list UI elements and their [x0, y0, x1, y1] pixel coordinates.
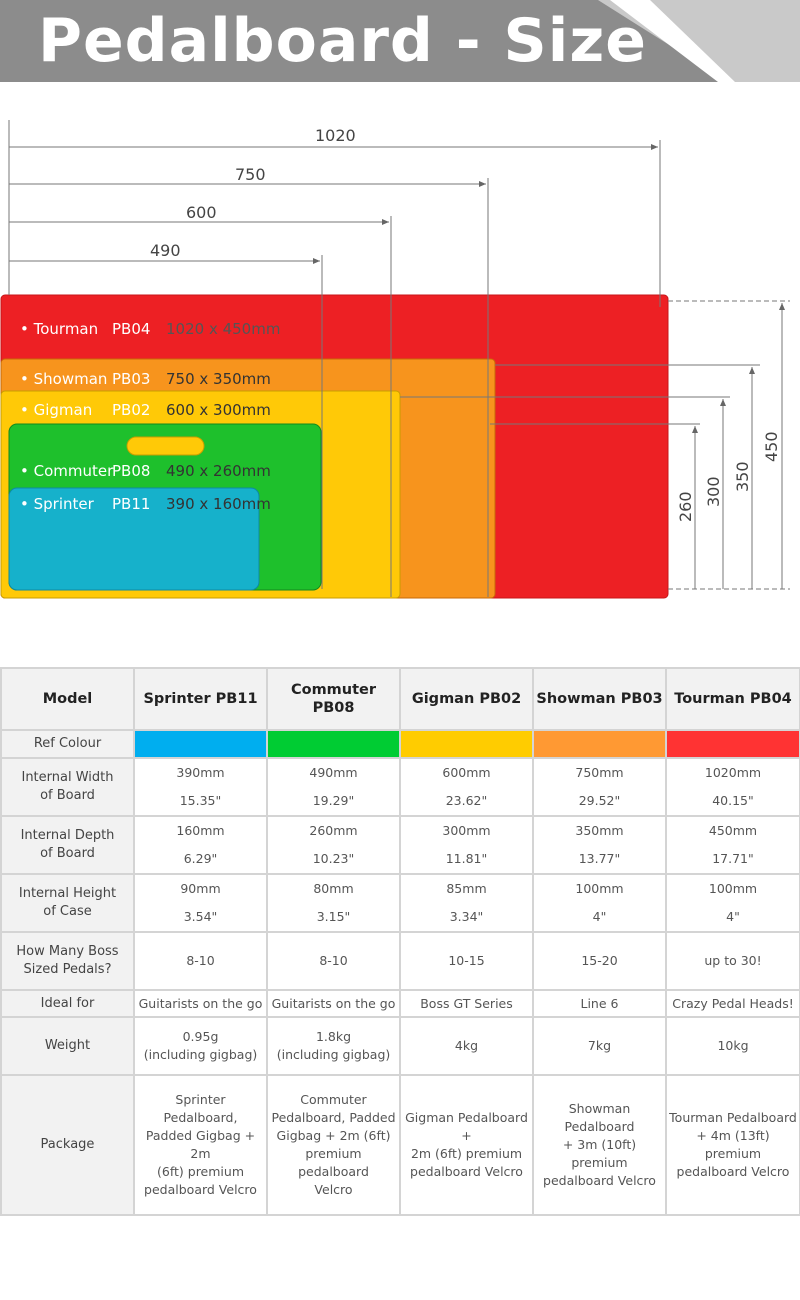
table-cell: Commuter Pedalboard, Padded Gigbag + 2m (6… [266, 1074, 401, 1216]
label-gigman-size: 600 x 300mm [166, 401, 271, 419]
table-cell: 100mm 4" [665, 873, 800, 933]
table-cell: 350mm 13.77" [532, 815, 667, 875]
width-dim-1020: 1020 [315, 126, 356, 145]
label-showman-name: • Showman [20, 370, 107, 388]
table-cell: 7kg [532, 1016, 667, 1076]
width-dim-490: 490 [150, 241, 181, 260]
label-tourman-size: 1020 x 450mm [166, 320, 280, 338]
table-cell: 600mm 23.62" [399, 757, 534, 817]
row-label: Internal Depth of Board [0, 815, 135, 875]
table-cell: 10kg [665, 1016, 800, 1076]
table-cell: 160mm 6.29" [133, 815, 268, 875]
table-cell: Sprinter Pedalboard, Padded Gigbag + 2m (6… [133, 1074, 268, 1216]
table-cell: 90mm 3.54" [133, 873, 268, 933]
ref-colour-row: Ref Colour [0, 729, 800, 759]
table-cell: 1.8kg (including gigbag) [266, 1016, 401, 1076]
label-showman-size: 750 x 350mm [166, 370, 271, 388]
table-cell: 1020mm 40.15" [665, 757, 800, 817]
commuter-handle-slot [126, 436, 205, 456]
table-cell: 390mm 15.35" [133, 757, 268, 817]
spec-table-wrap: Model Sprinter PB11 Commuter PB08 Gigman… [0, 667, 800, 1216]
table-cell: Guitarists on the go [266, 989, 401, 1018]
label-sprinter-name: • Sprinter [20, 495, 95, 513]
weight-row: Weight 0.95g (including gigbag) 1.8kg (inc… [0, 1016, 800, 1076]
header-model: Model [0, 667, 135, 731]
table-cell: up to 30! [665, 931, 800, 991]
height-dim-260: 260 [676, 491, 695, 522]
label-gigman-code: PB02 [112, 401, 150, 419]
header-row: Model Sprinter PB11 Commuter PB08 Gigman… [0, 667, 800, 731]
table-cell: 85mm 3.34" [399, 873, 534, 933]
table-cell: Line 6 [532, 989, 667, 1018]
label-commuter-name: • Commuter [20, 462, 114, 480]
label-tourman-name: • Tourman [20, 320, 98, 338]
label-sprinter-size: 390 x 160mm [166, 495, 271, 513]
ideal-row: Ideal for Guitarists on the go Guitarist… [0, 989, 800, 1018]
ref-colour-label: Ref Colour [0, 729, 135, 759]
row-label: Package [0, 1074, 135, 1216]
table-cell: Crazy Pedal Heads! [665, 989, 800, 1018]
height-dim-350: 350 [733, 461, 752, 492]
label-commuter-size: 490 x 260mm [166, 462, 271, 480]
header-commuter: Commuter PB08 [266, 667, 401, 731]
label-gigman-name: • Gigman [20, 401, 92, 419]
table-cell: 490mm 19.29" [266, 757, 401, 817]
package-row: Package Sprinter Pedalboard, Padded Gigba… [0, 1074, 800, 1216]
row-label: Internal Width of Board [0, 757, 135, 817]
table-row: Internal Width of Board 390mm 15.35" 490mm… [0, 757, 800, 817]
banner-corner-stripe [598, 0, 800, 82]
table-row: Internal Depth of Board 160mm 6.29" 260mm 1… [0, 815, 800, 875]
label-sprinter-code: PB11 [112, 495, 150, 513]
table-row: Internal Height of Case 90mm 3.54" 80mm 3.1… [0, 873, 800, 933]
header-gigman: Gigman PB02 [399, 667, 534, 731]
table-cell: Showman Pedalboard + 3m (10ft) premium ped… [532, 1074, 667, 1216]
table-cell: 0.95g (including gigbag) [133, 1016, 268, 1076]
row-label: Internal Height of Case [0, 873, 135, 933]
width-dim-600: 600 [186, 203, 217, 222]
table-cell: Tourman Pedalboard + 4m (13ft) premium ped… [665, 1074, 800, 1216]
table-cell: 100mm 4" [532, 873, 667, 933]
ref-colour-swatch [665, 729, 800, 759]
label-commuter-code: PB08 [112, 462, 150, 480]
row-label: Ideal for [0, 989, 135, 1018]
height-dim-300: 300 [704, 476, 723, 507]
ref-colour-swatch [133, 729, 268, 759]
header-tourman: Tourman PB04 [665, 667, 800, 731]
ref-colour-swatch [399, 729, 534, 759]
header-sprinter: Sprinter PB11 [133, 667, 268, 731]
title-banner: Pedalboard - Size [0, 0, 800, 82]
header-showman: Showman PB03 [532, 667, 667, 731]
ref-colour-swatch [266, 729, 401, 759]
table-cell: 10-15 [399, 931, 534, 991]
table-cell: 4kg [399, 1016, 534, 1076]
table-cell: Guitarists on the go [133, 989, 268, 1018]
pedals-row: How Many Boss Sized Pedals? 8-10 8-10 10-… [0, 931, 800, 991]
table-cell: Boss GT Series [399, 989, 534, 1018]
row-label: Weight [0, 1016, 135, 1076]
table-cell: 8-10 [133, 931, 268, 991]
height-dim-450: 450 [762, 431, 781, 462]
page-title: Pedalboard - Size [38, 6, 647, 76]
table-cell: 80mm 3.15" [266, 873, 401, 933]
spec-table: Model Sprinter PB11 Commuter PB08 Gigman… [0, 667, 800, 1216]
table-cell: 300mm 11.81" [399, 815, 534, 875]
label-showman-code: PB03 [112, 370, 150, 388]
table-cell: 260mm 10.23" [266, 815, 401, 875]
table-cell: 450mm 17.71" [665, 815, 800, 875]
table-cell: 15-20 [532, 931, 667, 991]
row-label: How Many Boss Sized Pedals? [0, 931, 135, 991]
board-sprinter [8, 487, 260, 591]
ref-colour-swatch [532, 729, 667, 759]
table-cell: Gigman Pedalboard +2m (6ft) premium pedal… [399, 1074, 534, 1216]
table-cell: 750mm 29.52" [532, 757, 667, 817]
label-tourman-code: PB04 [112, 320, 150, 338]
width-dim-750: 750 [235, 165, 266, 184]
table-cell: 8-10 [266, 931, 401, 991]
size-diagram: 1020 750 600 490 450 350 300 260 • Tourm… [0, 120, 790, 599]
